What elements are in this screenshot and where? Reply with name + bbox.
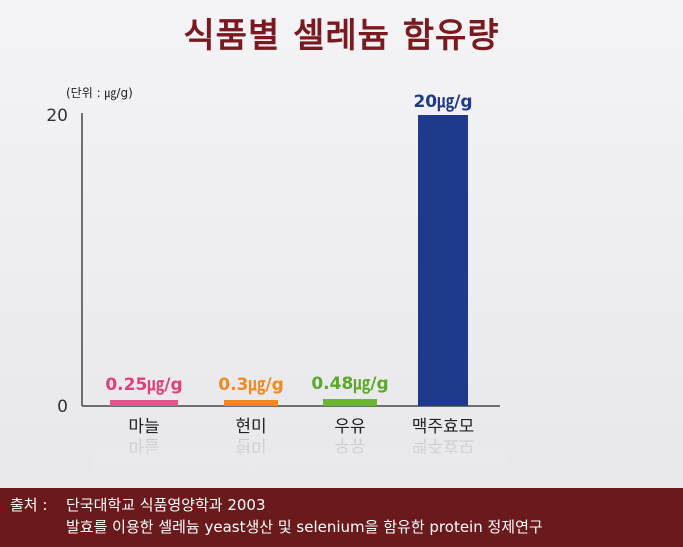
bar-3 xyxy=(418,115,468,406)
data-label-1: 0.3㎍/g xyxy=(218,375,284,396)
data-label-3: 20㎍/g xyxy=(413,92,472,113)
unit-label: (단위 : ㎍/g) xyxy=(66,86,133,100)
data-label-2: 0.48㎍/g xyxy=(311,374,388,395)
bar-2 xyxy=(323,399,377,406)
data-label-0: 0.25㎍/g xyxy=(105,375,182,396)
y-tick-label-0: 0 xyxy=(57,397,68,417)
category-label-2: 우유 xyxy=(334,417,365,437)
source-box: 출처 : 단국대학교 식품영양학과 2003 발효를 이용한 셀레늄 yeast생… xyxy=(0,488,683,547)
y-tick-label-1: 20 xyxy=(46,106,68,126)
source-line-1: 단국대학교 식품영양학과 2003 xyxy=(66,496,266,514)
reflection-fade xyxy=(90,440,510,488)
source-line-2: 발효를 이용한 셀레늄 yeast생산 및 selenium을 함유한 prot… xyxy=(66,518,543,536)
bar-chart: 020 0.25㎍/g마늘0.3㎍/g현미0.48㎍/g우유20㎍/g맥주효모 … xyxy=(46,92,510,488)
category-label-3: 맥주효모 xyxy=(412,417,475,437)
category-label-1: 현미 xyxy=(235,417,266,437)
bar-0 xyxy=(110,400,178,406)
chart-title: 식품별 셀레늄 함유량 xyxy=(183,16,500,56)
bar-1 xyxy=(224,400,278,406)
source-label: 출처 : xyxy=(10,496,48,514)
category-label-0: 마늘 xyxy=(128,417,159,437)
